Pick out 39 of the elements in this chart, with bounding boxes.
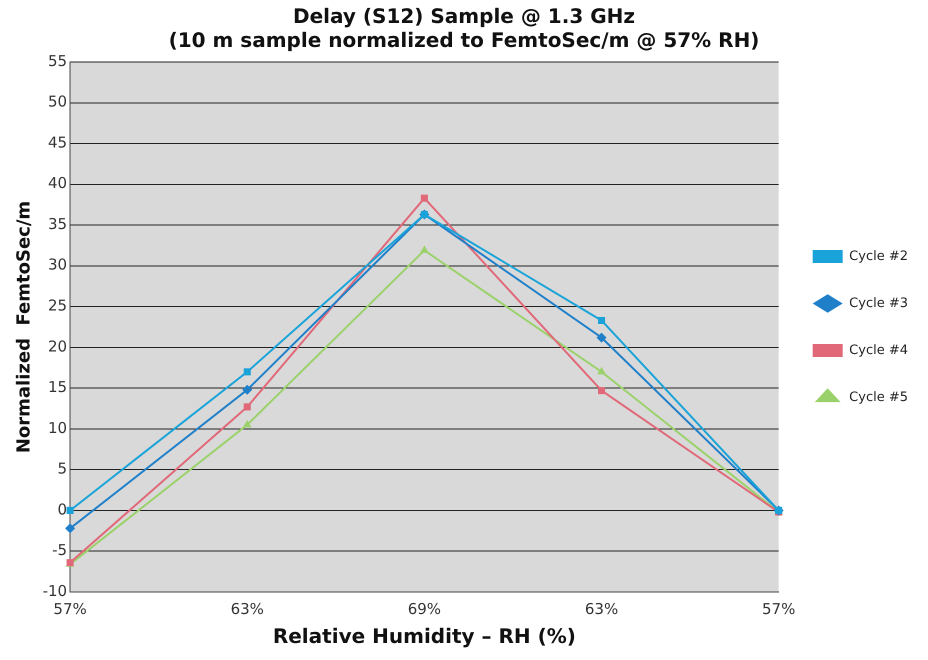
y-tick-label: 50: [48, 92, 68, 111]
y-tick-label: 20: [48, 337, 68, 356]
point: [420, 194, 428, 202]
y-tick-label: 10: [48, 418, 68, 437]
y-tick-label: -5: [52, 541, 68, 560]
y-tick-label: 35: [48, 214, 68, 233]
point: [65, 523, 76, 534]
point: [66, 506, 74, 514]
point: [242, 384, 252, 395]
point: [597, 366, 606, 374]
x-tick-label: 57%: [53, 600, 87, 618]
text: (10 m sample normalized to FemtoSec/m @ 57% RH): [168, 28, 760, 52]
y-tick-label: 30: [48, 256, 68, 274]
y-tick-label: 40: [48, 174, 68, 192]
y-tick-label: 55: [48, 52, 68, 70]
y-tick-label: 45: [48, 133, 68, 152]
x-tick-label: 69%: [408, 600, 442, 618]
legend-label: Cycle #3: [849, 296, 908, 311]
point: [420, 245, 429, 253]
point: [596, 332, 607, 343]
text: Delay (S12) Sample @ 1.3 GHz: [293, 4, 635, 28]
x-tick-label: 63%: [584, 600, 618, 618]
y-tick-label: 5: [58, 460, 68, 478]
y-tick-label: 15: [48, 378, 68, 396]
x-tick-label: 63%: [230, 600, 264, 618]
x-tick-label: 57%: [762, 600, 796, 618]
point: [598, 316, 606, 324]
legend-label: Cycle #4: [849, 342, 908, 358]
point: [242, 420, 252, 428]
point: [244, 368, 251, 376]
y-tick-label: 0: [58, 500, 68, 518]
x-axis-title: Relative Humidity – RH (%): [272, 624, 576, 648]
legend-label: Cycle #2: [849, 248, 908, 264]
point: [598, 387, 606, 394]
y-tick-label: 25: [48, 296, 68, 315]
y-tick-label: -10: [42, 582, 68, 600]
legend-label: Cycle #5: [849, 390, 908, 405]
point: [244, 403, 251, 410]
y-axis-title: Normalized FemtoSec/m: [13, 200, 34, 454]
